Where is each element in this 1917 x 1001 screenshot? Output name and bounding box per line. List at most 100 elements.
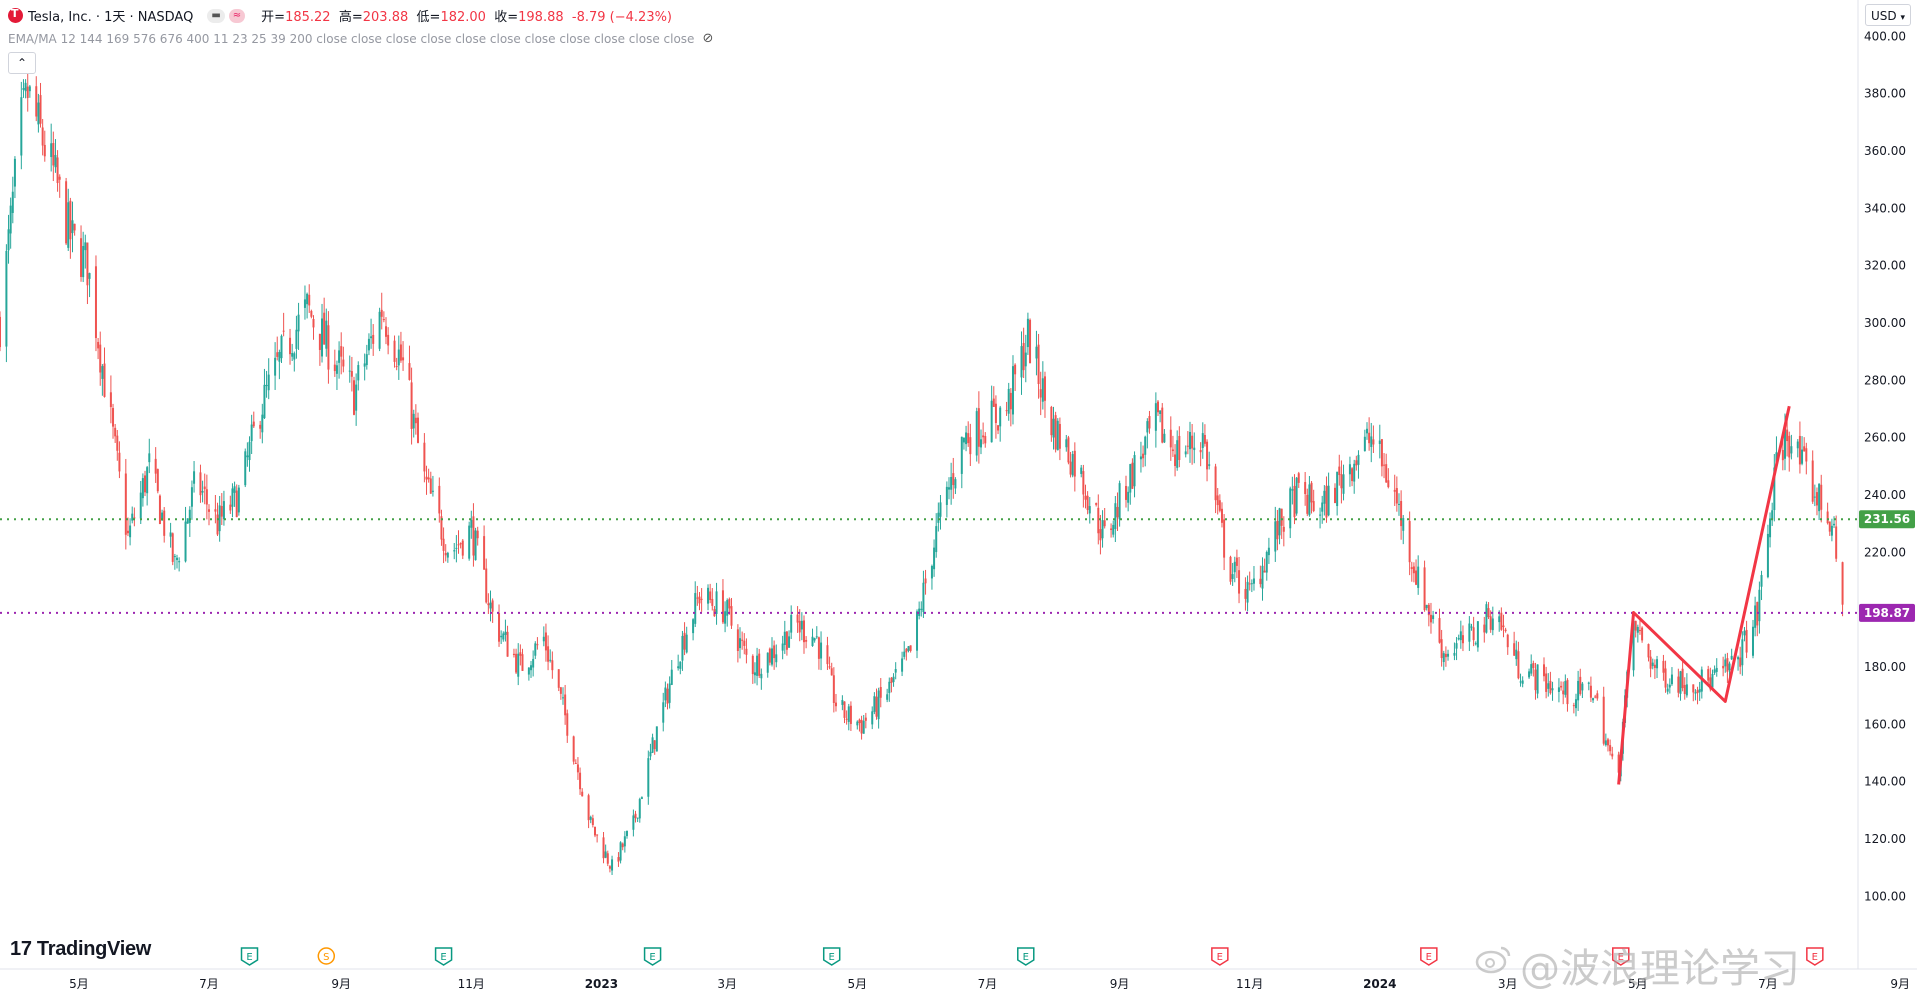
earnings-event-icon[interactable]: E bbox=[434, 947, 453, 966]
earnings-event-icon[interactable]: E bbox=[643, 947, 662, 966]
candle-body bbox=[94, 266, 97, 339]
earnings-event-icon[interactable]: E bbox=[1420, 947, 1438, 966]
candle-body bbox=[1231, 574, 1234, 579]
earnings-event-icon[interactable]: E bbox=[1017, 947, 1035, 966]
candle-body bbox=[190, 487, 193, 507]
candle-body bbox=[788, 636, 791, 648]
candle-body bbox=[459, 543, 462, 545]
candle-body bbox=[905, 648, 908, 653]
candle-body bbox=[1634, 620, 1637, 631]
candle-body bbox=[521, 654, 524, 671]
candle-body bbox=[864, 717, 867, 721]
candle-body bbox=[282, 330, 285, 332]
candle-body bbox=[670, 669, 673, 685]
svg-text:E: E bbox=[1618, 952, 1624, 963]
candle-body bbox=[768, 648, 771, 663]
candle-body bbox=[355, 384, 358, 411]
candle-body bbox=[28, 86, 31, 92]
candle-body bbox=[1082, 471, 1085, 495]
candle-body bbox=[1278, 508, 1281, 536]
collapse-legend-button[interactable]: ⌃ bbox=[8, 52, 36, 74]
candle-body bbox=[1534, 669, 1537, 691]
candle-body bbox=[423, 442, 426, 472]
candle-body bbox=[1692, 684, 1695, 693]
candle-body bbox=[303, 299, 306, 308]
candle-body bbox=[410, 382, 413, 430]
candle-body bbox=[1679, 671, 1682, 694]
candle-body bbox=[711, 598, 714, 606]
candle-body bbox=[144, 475, 147, 493]
candle-body bbox=[1171, 449, 1174, 452]
candle-body bbox=[969, 437, 972, 455]
candle-body bbox=[1387, 480, 1390, 488]
candle-body bbox=[1683, 684, 1686, 695]
candle-body bbox=[1487, 608, 1490, 618]
candle-body bbox=[244, 451, 247, 486]
indicator-legend[interactable]: EMA/MA 12 144 169 576 676 400 11 23 25 3… bbox=[8, 31, 713, 46]
candle-body bbox=[370, 336, 373, 339]
time-tick-label: 7月 bbox=[978, 977, 998, 991]
candle-body bbox=[1144, 436, 1147, 455]
candle-body bbox=[739, 638, 742, 649]
earnings-event-icon[interactable]: E bbox=[240, 947, 259, 966]
earnings-event-icon[interactable]: E bbox=[822, 947, 841, 966]
candle-body bbox=[1670, 674, 1673, 685]
currency-label: USD bbox=[1871, 9, 1897, 23]
price-tick-label: 300.00 bbox=[1864, 316, 1906, 330]
candle-body bbox=[753, 672, 756, 676]
candle-body bbox=[82, 246, 85, 278]
candle-body bbox=[886, 694, 889, 700]
currency-select[interactable]: USD ▾ bbox=[1865, 4, 1911, 26]
candle-body bbox=[1039, 389, 1042, 398]
candle-body bbox=[446, 552, 449, 558]
candle-body bbox=[278, 351, 281, 362]
time-tick-label: 2024 bbox=[1363, 977, 1396, 991]
candle-body bbox=[841, 700, 844, 705]
earnings-event-icon[interactable]: E bbox=[1612, 947, 1630, 966]
red-zigzag-drawing[interactable] bbox=[1617, 405, 1791, 785]
candle-body bbox=[532, 658, 535, 668]
candle-body bbox=[382, 319, 385, 321]
candle-body bbox=[1334, 487, 1337, 504]
hidden-eye-icon[interactable]: ⊘ bbox=[702, 31, 714, 46]
candle-body bbox=[1447, 653, 1450, 657]
candle-body bbox=[54, 154, 57, 168]
candle-body bbox=[1429, 614, 1432, 623]
candle-body bbox=[651, 737, 654, 753]
candle-body bbox=[589, 816, 592, 820]
split-event-icon[interactable]: S bbox=[317, 947, 336, 965]
candle-body bbox=[1425, 604, 1428, 609]
symbol-title[interactable]: Tesla, Inc. · 1天 · NASDAQ bbox=[28, 10, 194, 25]
candle-body bbox=[235, 490, 238, 517]
candle-body bbox=[1790, 446, 1793, 454]
price-axis[interactable]: 100.00120.00140.00160.00180.00200.00220.… bbox=[1864, 29, 1906, 903]
candle-body bbox=[811, 636, 814, 647]
zigzag-line[interactable] bbox=[1617, 405, 1791, 785]
candle-body bbox=[103, 363, 106, 397]
candle-body bbox=[1129, 464, 1132, 493]
candle-body bbox=[438, 485, 441, 514]
candle-body bbox=[965, 432, 968, 445]
tradingview-logo[interactable]: 17 TradingView bbox=[10, 938, 151, 961]
candle-body bbox=[248, 441, 251, 461]
candle-body bbox=[621, 843, 624, 848]
time-tick-label: 9月 bbox=[1890, 977, 1910, 991]
candle-body bbox=[849, 705, 852, 724]
candle-body bbox=[512, 653, 515, 656]
candle-body bbox=[1696, 690, 1699, 694]
candle-body bbox=[340, 346, 343, 357]
candle-body bbox=[1722, 665, 1725, 669]
earnings-event-icon[interactable]: E bbox=[1211, 947, 1229, 966]
candle-body bbox=[1037, 344, 1040, 385]
candle-body bbox=[1067, 437, 1070, 463]
visibility-toggle-icon[interactable]: ▬ bbox=[207, 8, 225, 23]
time-axis[interactable]: 5月 7月 9月 11月 2023 3月 5月 7月 9月 11月 2024 3月 5月 7月 9月 bbox=[69, 977, 1910, 991]
candle-body bbox=[638, 799, 641, 819]
candle-body bbox=[353, 380, 356, 415]
candle-body bbox=[536, 644, 539, 646]
earnings-event-icon[interactable]: E bbox=[1806, 947, 1824, 966]
candle-body bbox=[5, 250, 8, 347]
compare-icon[interactable]: ≈ bbox=[228, 8, 246, 23]
candle-body bbox=[1408, 521, 1411, 563]
